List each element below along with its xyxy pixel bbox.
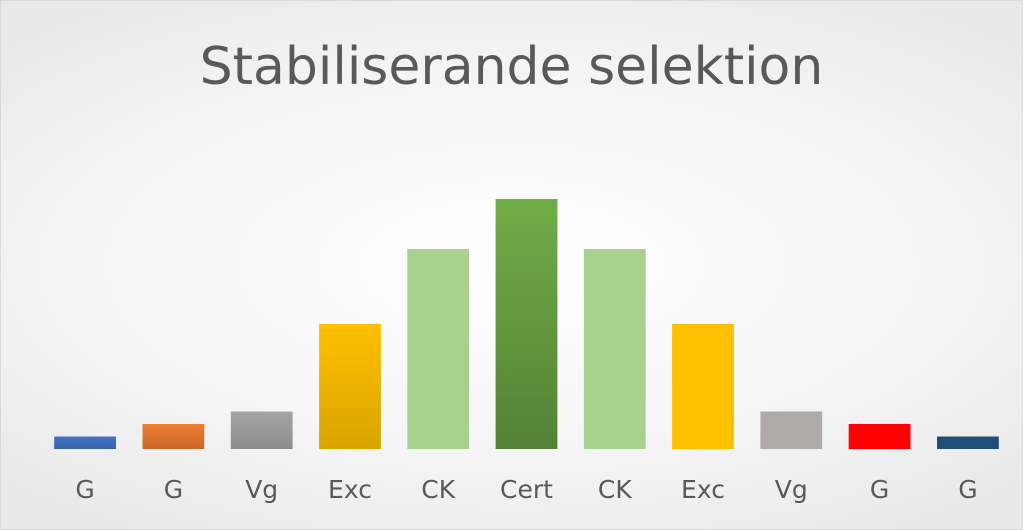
bar-11 <box>937 436 999 449</box>
bar-2 <box>142 424 205 449</box>
x-tick-label-4: Exc <box>328 475 372 504</box>
bar-1 <box>54 436 116 449</box>
x-tick-label-11: G <box>958 475 977 504</box>
x-tick-label-6: Cert <box>500 475 553 504</box>
bar-7 <box>583 249 646 449</box>
bar-4 <box>319 324 381 449</box>
bar-9 <box>760 411 823 449</box>
bar-group <box>54 199 999 449</box>
chart-title: Stabiliserande selektion <box>199 37 824 97</box>
x-tick-label-9: Vg <box>775 475 808 504</box>
bar-10 <box>848 424 911 449</box>
x-tick-label-5: CK <box>421 475 455 504</box>
x-tick-label-1: G <box>75 475 94 504</box>
bar-3 <box>230 411 293 449</box>
bar-6 <box>495 199 558 449</box>
x-tick-label-2: G <box>164 475 183 504</box>
x-tick-labels: G G Vg Exc CK Cert CK Exc Vg G G <box>75 475 977 504</box>
x-tick-label-7: CK <box>598 475 632 504</box>
x-tick-label-8: Exc <box>681 475 725 504</box>
bar-5 <box>407 249 470 449</box>
x-tick-label-10: G <box>870 475 889 504</box>
x-tick-label-3: Vg <box>245 475 278 504</box>
bar-8 <box>672 324 734 449</box>
